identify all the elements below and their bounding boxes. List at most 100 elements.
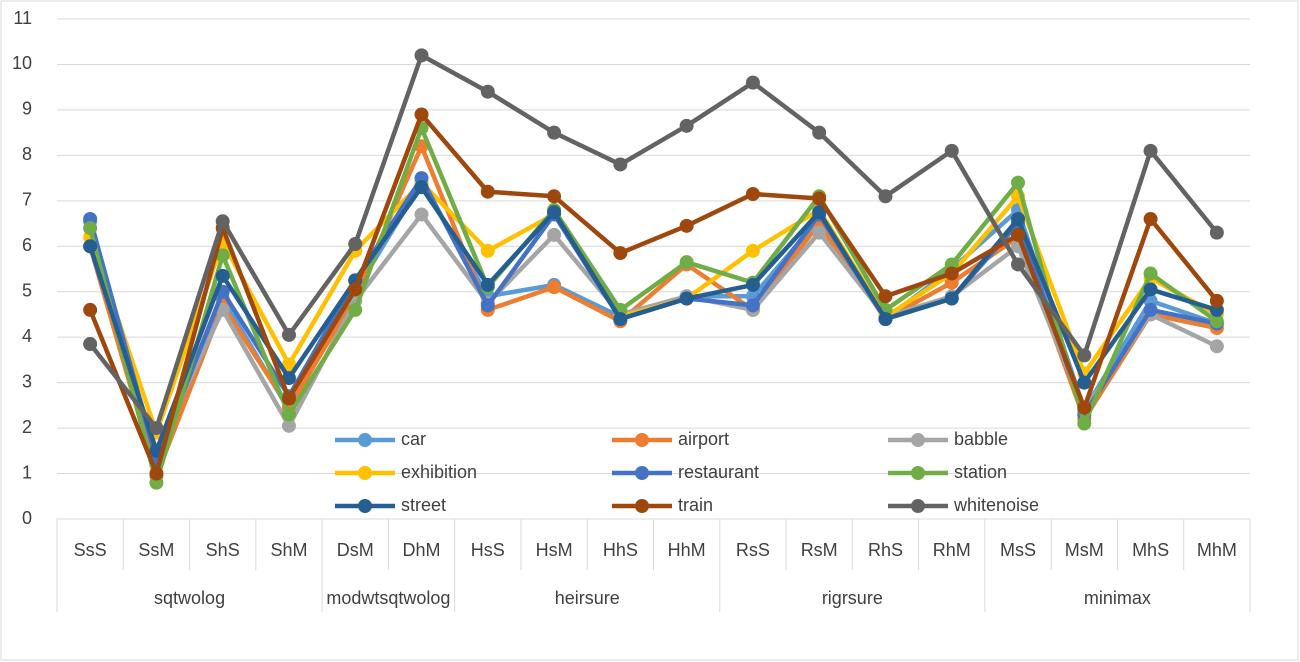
point	[83, 221, 98, 236]
point	[83, 239, 98, 254]
point	[1077, 416, 1092, 431]
x-tick-label: MsS	[1000, 540, 1036, 560]
point	[613, 246, 628, 261]
legend-swatch	[911, 466, 925, 480]
point	[414, 107, 429, 122]
series-line	[88, 112, 1219, 476]
series-line	[87, 184, 1218, 454]
point	[679, 218, 694, 233]
point	[547, 280, 562, 295]
point	[414, 207, 429, 222]
legend-label: train	[678, 495, 713, 515]
point	[679, 118, 694, 133]
y-tick-label: 4	[22, 326, 32, 346]
point	[215, 248, 230, 263]
point	[414, 180, 429, 195]
group-label: minimax	[1084, 588, 1151, 608]
legend-swatch	[358, 466, 372, 480]
point	[215, 268, 230, 283]
point	[812, 225, 827, 240]
point	[944, 266, 959, 281]
y-tick-label: 7	[22, 190, 32, 210]
point	[944, 291, 959, 306]
x-tick-label: RhS	[868, 540, 903, 560]
legend-swatch	[911, 499, 925, 513]
point	[281, 327, 296, 342]
point	[281, 391, 296, 406]
point	[281, 371, 296, 386]
legend-swatch	[358, 433, 372, 447]
point	[745, 298, 760, 313]
point	[281, 418, 296, 433]
y-tick-label: 3	[22, 371, 32, 391]
point	[878, 189, 893, 204]
y-tick-label: 0	[22, 508, 32, 528]
point	[944, 143, 959, 158]
point	[1011, 175, 1026, 190]
point	[83, 302, 98, 317]
point	[1143, 143, 1158, 158]
group-label: heirsure	[555, 588, 620, 608]
point	[1209, 293, 1224, 308]
point	[878, 312, 893, 326]
x-tick-label: RsS	[736, 540, 770, 560]
legend-label: babble	[954, 429, 1008, 449]
x-tick-label: HhM	[668, 540, 706, 560]
point	[1077, 400, 1092, 415]
point	[1011, 227, 1026, 242]
point	[812, 125, 827, 140]
group-label: rigrsure	[822, 588, 883, 608]
x-tick-label: MhM	[1197, 540, 1237, 560]
point	[878, 289, 893, 304]
point	[348, 237, 363, 251]
legend-swatch	[911, 433, 925, 447]
point	[745, 187, 760, 201]
y-tick-label: 2	[22, 417, 32, 437]
x-tick-label: RhM	[933, 540, 971, 560]
point	[1077, 375, 1092, 390]
legend-swatch	[635, 433, 649, 447]
x-tick-label: HsS	[471, 540, 505, 560]
point	[1143, 212, 1158, 226]
point	[547, 227, 562, 242]
y-tick-label: 6	[22, 235, 32, 255]
legend-label: exhibition	[401, 462, 477, 482]
point	[1143, 282, 1158, 297]
y-tick-label: 8	[22, 144, 32, 164]
point	[547, 189, 562, 204]
point	[1011, 257, 1026, 272]
point	[812, 205, 827, 220]
x-tick-label: SsM	[138, 540, 174, 560]
point	[1209, 225, 1224, 240]
point	[480, 277, 495, 292]
group-label: sqtwolog	[154, 588, 225, 608]
point	[1011, 212, 1026, 226]
point	[480, 243, 495, 258]
point	[1143, 266, 1158, 281]
point	[679, 291, 694, 306]
point	[281, 357, 296, 372]
y-tick-label: 11	[13, 8, 32, 28]
point	[215, 214, 230, 229]
y-tick-label: 10	[12, 53, 32, 73]
point	[1209, 314, 1224, 329]
point	[414, 48, 429, 63]
point	[281, 407, 296, 422]
point	[679, 255, 694, 270]
y-tick-label: 5	[22, 280, 32, 300]
point	[480, 298, 495, 313]
legend-label: station	[954, 462, 1007, 482]
point	[613, 312, 628, 326]
y-tick-label: 1	[22, 462, 32, 482]
point	[348, 302, 363, 317]
point	[480, 84, 495, 99]
legend-label: car	[401, 429, 426, 449]
point	[812, 191, 827, 206]
point	[613, 157, 628, 172]
point	[745, 277, 760, 292]
legend-swatch	[635, 466, 649, 480]
point	[1209, 339, 1224, 354]
x-tick-label: MhS	[1132, 540, 1169, 560]
